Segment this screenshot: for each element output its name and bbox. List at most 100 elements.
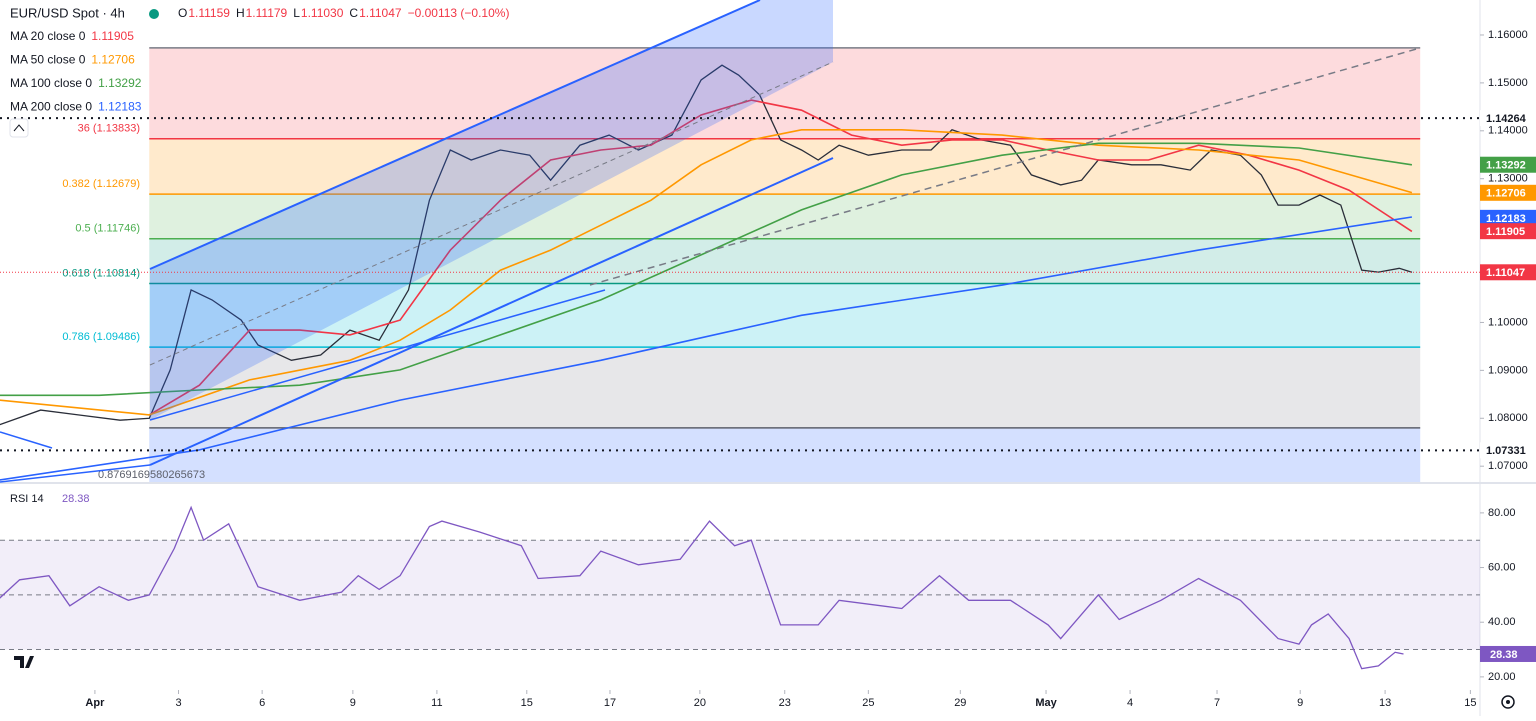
price-badge-label: 1.11905 <box>1486 226 1525 238</box>
rsi-pane: 20.00 40.00 60.00 80.00 28.38 <box>0 505 1536 683</box>
x-tick-label: 15 <box>1464 697 1476 709</box>
price-badge <box>1480 184 1536 201</box>
ma-line <box>0 216 1413 481</box>
ma-legend: MA 20 close 0 1.11905 MA 50 close 0 1.12706… <box>10 29 142 114</box>
tv-logo[interactable] <box>10 650 44 674</box>
x-tick-label: Apr <box>85 697 105 709</box>
y-tick-label: 40.00 <box>1488 616 1516 628</box>
price-badge <box>1480 264 1536 281</box>
legend-value: 1.12706 <box>91 53 135 67</box>
y-tick-label: 1.07000 <box>1488 460 1528 472</box>
y-tick-label: 1.16000 <box>1488 29 1528 41</box>
fib-band <box>149 283 1421 348</box>
y-tick-label: 80.00 <box>1488 507 1516 519</box>
x-tick-label: 9 <box>350 697 356 709</box>
legend-name: MA 100 close 0 <box>10 76 92 90</box>
y-tick-label: 1.13000 <box>1488 173 1528 185</box>
ohlc: O 1.11159 H 1.11179 L 1.11030 C 1.11047 −0.00113… <box>178 6 509 20</box>
trend-drawings <box>0 0 1421 483</box>
legend-name: MA 200 close 0 <box>10 100 92 114</box>
rsi-badge-label: 28.38 <box>1490 649 1518 661</box>
y-tick-label: 1.14000 <box>1488 125 1528 137</box>
x-tick-label: 23 <box>779 697 791 709</box>
fib-label: 0.8769169580265673 <box>98 469 205 481</box>
ma-line <box>148 99 1413 416</box>
ma-line <box>0 142 1413 397</box>
channel-bottom <box>149 157 834 466</box>
price-badge-label: 1.14264 <box>1486 113 1527 125</box>
trend-line <box>0 464 151 483</box>
channel-mid <box>149 61 834 366</box>
x-tick-label: 6 <box>259 697 265 709</box>
y-tick-label: 60.00 <box>1488 561 1516 573</box>
x-tick-label: 3 <box>175 697 181 709</box>
price-badge-label: 1.13292 <box>1486 160 1526 172</box>
fib-label: 36 (1.13833) <box>78 123 140 135</box>
ohlc-item: O <box>178 6 187 20</box>
x-tick-label: 11 <box>431 697 442 709</box>
x-tick-label: 9 <box>1297 697 1303 709</box>
fib-label: 0.786 (1.09486) <box>62 331 140 343</box>
price-badge <box>1480 110 1536 127</box>
x-tick-label: 17 <box>604 697 616 709</box>
y-tick-label: 20.00 <box>1488 671 1516 683</box>
y-tick-label: 1.15000 <box>1488 77 1528 89</box>
channel-fill <box>150 0 833 420</box>
ohlc-item: 1.11159 <box>188 6 230 20</box>
rsi-title: RSI 14 <box>10 493 44 505</box>
y-tick-label: 1.08000 <box>1488 412 1528 424</box>
fib-label: 0.5 (1.11746) <box>75 223 140 235</box>
collapse-button[interactable] <box>9 118 29 138</box>
market-status <box>149 9 159 19</box>
ohlc-item: C <box>349 6 358 20</box>
x-tick-label: 15 <box>521 697 533 709</box>
ohlc-item: 1.11047 <box>359 6 402 20</box>
fib-label: 0.382 (1.12679) <box>62 178 140 190</box>
fib-band <box>149 347 1421 428</box>
fib-band <box>149 427 1421 482</box>
x-tick-label: 4 <box>1127 697 1133 709</box>
ohlc-item: H <box>236 6 245 20</box>
fib-band <box>149 194 1421 239</box>
x-tick-label: May <box>1035 697 1057 709</box>
price-badge-label: 1.12183 <box>1486 213 1526 225</box>
price-badge <box>1480 223 1536 240</box>
x-tick-label: 13 <box>1379 697 1391 709</box>
price-badge-label: 1.07331 <box>1486 445 1526 457</box>
legend-value: 1.12183 <box>98 100 142 114</box>
legend-name: MA 20 close 0 <box>10 29 86 43</box>
price-badge <box>1480 156 1536 173</box>
price-badge <box>1480 442 1536 459</box>
ohlc-item: 1.11030 <box>301 6 344 20</box>
fib-band <box>149 47 1421 139</box>
symbol-title: EUR/USD Spot · 4h <box>10 5 125 20</box>
trend-line <box>0 431 53 449</box>
fib-label: 0.618 (1.10814) <box>62 267 140 279</box>
ohlc-item: −0.00113 (−0.10%) <box>408 6 510 20</box>
fib-band <box>149 138 1421 195</box>
x-tick-label: 7 <box>1214 697 1220 709</box>
trend-line <box>149 289 606 421</box>
ma-line <box>0 129 1413 416</box>
rsi-line <box>0 505 1404 670</box>
rsi-badge <box>1480 645 1536 662</box>
rsi-value: 28.38 <box>62 493 90 505</box>
price-badge-label: 1.12706 <box>1486 188 1526 200</box>
x-tick-label: 20 <box>694 697 706 709</box>
x-tick-label: 29 <box>954 697 966 709</box>
legend-value: 1.13292 <box>98 76 142 90</box>
collapse-icon <box>13 124 25 132</box>
x-tick-label: 25 <box>862 697 874 709</box>
legend-name: MA 50 close 0 <box>10 53 86 67</box>
y-tick-label: 1.10000 <box>1488 316 1528 328</box>
legend-value: 1.11905 <box>91 29 134 43</box>
settings-icon[interactable] <box>1501 695 1515 709</box>
price-badge-label: 1.11047 <box>1486 267 1525 279</box>
ohlc-item: L <box>293 6 300 20</box>
channel-top <box>149 0 761 270</box>
